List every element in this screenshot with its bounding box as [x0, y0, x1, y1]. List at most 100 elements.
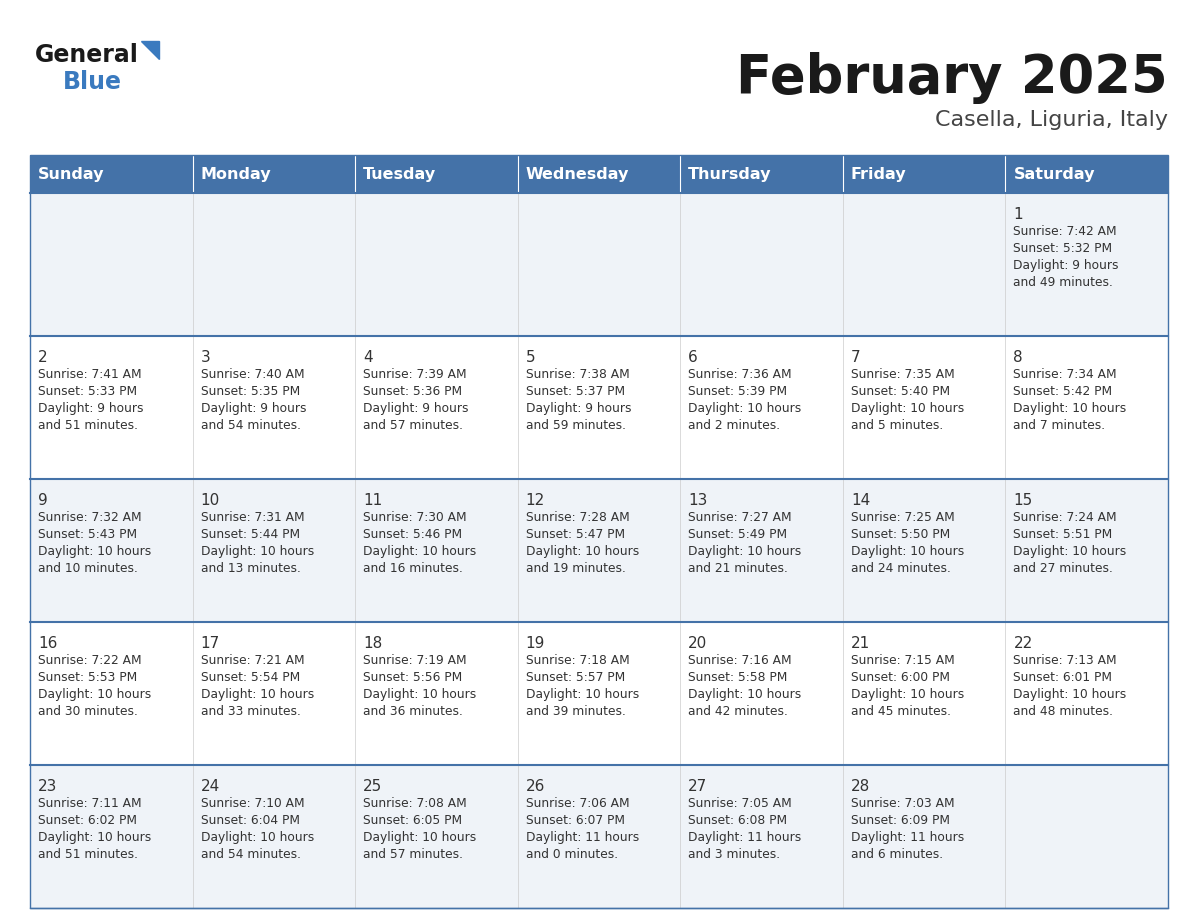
Text: and 33 minutes.: and 33 minutes. [201, 705, 301, 718]
Text: and 49 minutes.: and 49 minutes. [1013, 276, 1113, 289]
Text: Daylight: 9 hours: Daylight: 9 hours [364, 402, 468, 415]
Text: Sunrise: 7:38 AM: Sunrise: 7:38 AM [526, 368, 630, 381]
Text: Sunset: 5:47 PM: Sunset: 5:47 PM [526, 528, 625, 541]
Text: and 24 minutes.: and 24 minutes. [851, 562, 950, 575]
Text: 1: 1 [1013, 207, 1023, 222]
Text: Sunrise: 7:03 AM: Sunrise: 7:03 AM [851, 797, 954, 810]
Text: 2: 2 [38, 350, 48, 365]
Text: and 42 minutes.: and 42 minutes. [688, 705, 788, 718]
Text: Sunrise: 7:42 AM: Sunrise: 7:42 AM [1013, 225, 1117, 238]
Text: Sunset: 5:44 PM: Sunset: 5:44 PM [201, 528, 299, 541]
Text: Sunset: 6:02 PM: Sunset: 6:02 PM [38, 814, 137, 827]
Bar [30, 155, 192, 193]
Text: Daylight: 10 hours: Daylight: 10 hours [38, 545, 151, 558]
Text: Sunrise: 7:11 AM: Sunrise: 7:11 AM [38, 797, 141, 810]
Bar [681, 155, 842, 193]
Text: Sunrise: 7:16 AM: Sunrise: 7:16 AM [688, 654, 792, 667]
Text: Daylight: 10 hours: Daylight: 10 hours [526, 688, 639, 701]
Text: Sunrise: 7:24 AM: Sunrise: 7:24 AM [1013, 511, 1117, 524]
Text: Daylight: 10 hours: Daylight: 10 hours [364, 545, 476, 558]
Text: and 30 minutes.: and 30 minutes. [38, 705, 138, 718]
Text: Sunrise: 7:28 AM: Sunrise: 7:28 AM [526, 511, 630, 524]
Text: Daylight: 10 hours: Daylight: 10 hours [851, 545, 965, 558]
Text: 17: 17 [201, 636, 220, 651]
Text: Daylight: 10 hours: Daylight: 10 hours [364, 688, 476, 701]
Text: Sunset: 5:42 PM: Sunset: 5:42 PM [1013, 385, 1112, 398]
Bar [842, 155, 1005, 193]
Text: Sunset: 5:56 PM: Sunset: 5:56 PM [364, 671, 462, 684]
Text: Sunset: 6:08 PM: Sunset: 6:08 PM [688, 814, 788, 827]
Text: Sunset: 5:53 PM: Sunset: 5:53 PM [38, 671, 138, 684]
Bar [192, 155, 355, 193]
Text: 6: 6 [688, 350, 699, 365]
Text: Sunset: 5:46 PM: Sunset: 5:46 PM [364, 528, 462, 541]
Polygon shape [141, 41, 159, 59]
Text: Daylight: 11 hours: Daylight: 11 hours [526, 831, 639, 844]
Text: 11: 11 [364, 493, 383, 508]
Text: Sunset: 5:36 PM: Sunset: 5:36 PM [364, 385, 462, 398]
Text: and 36 minutes.: and 36 minutes. [364, 705, 463, 718]
Text: and 13 minutes.: and 13 minutes. [201, 562, 301, 575]
Text: 8: 8 [1013, 350, 1023, 365]
Text: Daylight: 10 hours: Daylight: 10 hours [1013, 545, 1126, 558]
Text: Daylight: 10 hours: Daylight: 10 hours [688, 688, 802, 701]
Bar [30, 622, 1168, 765]
Text: Sunday: Sunday [38, 166, 105, 182]
Text: Daylight: 10 hours: Daylight: 10 hours [38, 831, 151, 844]
Text: 3: 3 [201, 350, 210, 365]
Text: 26: 26 [526, 779, 545, 794]
Text: Daylight: 10 hours: Daylight: 10 hours [201, 545, 314, 558]
Text: 24: 24 [201, 779, 220, 794]
Text: Daylight: 10 hours: Daylight: 10 hours [201, 831, 314, 844]
Text: 13: 13 [688, 493, 708, 508]
Bar [30, 479, 1168, 622]
Text: Blue: Blue [63, 70, 122, 94]
Text: Sunset: 5:50 PM: Sunset: 5:50 PM [851, 528, 950, 541]
Text: Sunrise: 7:21 AM: Sunrise: 7:21 AM [201, 654, 304, 667]
Text: Sunset: 5:51 PM: Sunset: 5:51 PM [1013, 528, 1113, 541]
Text: and 51 minutes.: and 51 minutes. [38, 419, 138, 432]
Text: and 59 minutes.: and 59 minutes. [526, 419, 626, 432]
Text: Daylight: 9 hours: Daylight: 9 hours [526, 402, 631, 415]
Text: Sunrise: 7:06 AM: Sunrise: 7:06 AM [526, 797, 630, 810]
Text: and 57 minutes.: and 57 minutes. [364, 419, 463, 432]
Text: Daylight: 11 hours: Daylight: 11 hours [851, 831, 965, 844]
Text: Sunset: 5:35 PM: Sunset: 5:35 PM [201, 385, 299, 398]
Text: 28: 28 [851, 779, 870, 794]
Text: Thursday: Thursday [688, 166, 772, 182]
Text: and 0 minutes.: and 0 minutes. [526, 848, 618, 861]
Text: and 6 minutes.: and 6 minutes. [851, 848, 943, 861]
Text: 16: 16 [38, 636, 57, 651]
Text: Daylight: 10 hours: Daylight: 10 hours [38, 688, 151, 701]
Text: 15: 15 [1013, 493, 1032, 508]
Text: 20: 20 [688, 636, 708, 651]
Text: Sunrise: 7:13 AM: Sunrise: 7:13 AM [1013, 654, 1117, 667]
Text: Sunset: 5:57 PM: Sunset: 5:57 PM [526, 671, 625, 684]
Bar [518, 155, 681, 193]
Text: Sunset: 6:00 PM: Sunset: 6:00 PM [851, 671, 950, 684]
Text: Sunset: 6:01 PM: Sunset: 6:01 PM [1013, 671, 1112, 684]
Text: and 10 minutes.: and 10 minutes. [38, 562, 138, 575]
Text: Sunrise: 7:35 AM: Sunrise: 7:35 AM [851, 368, 955, 381]
Text: 25: 25 [364, 779, 383, 794]
Text: Sunset: 6:09 PM: Sunset: 6:09 PM [851, 814, 950, 827]
Text: Sunrise: 7:34 AM: Sunrise: 7:34 AM [1013, 368, 1117, 381]
Text: February 2025: February 2025 [737, 52, 1168, 104]
Text: Sunset: 5:37 PM: Sunset: 5:37 PM [526, 385, 625, 398]
Bar [30, 193, 1168, 336]
Text: 10: 10 [201, 493, 220, 508]
Text: Daylight: 11 hours: Daylight: 11 hours [688, 831, 802, 844]
Text: and 5 minutes.: and 5 minutes. [851, 419, 943, 432]
Text: and 51 minutes.: and 51 minutes. [38, 848, 138, 861]
Text: Sunrise: 7:08 AM: Sunrise: 7:08 AM [364, 797, 467, 810]
Text: and 54 minutes.: and 54 minutes. [201, 848, 301, 861]
Text: Sunrise: 7:22 AM: Sunrise: 7:22 AM [38, 654, 141, 667]
Text: Sunset: 5:40 PM: Sunset: 5:40 PM [851, 385, 950, 398]
Text: Sunrise: 7:32 AM: Sunrise: 7:32 AM [38, 511, 141, 524]
Text: Sunrise: 7:36 AM: Sunrise: 7:36 AM [688, 368, 792, 381]
Text: Daylight: 10 hours: Daylight: 10 hours [201, 688, 314, 701]
Text: and 3 minutes.: and 3 minutes. [688, 848, 781, 861]
Bar [30, 336, 1168, 479]
Text: 9: 9 [38, 493, 48, 508]
Text: Saturday: Saturday [1013, 166, 1095, 182]
